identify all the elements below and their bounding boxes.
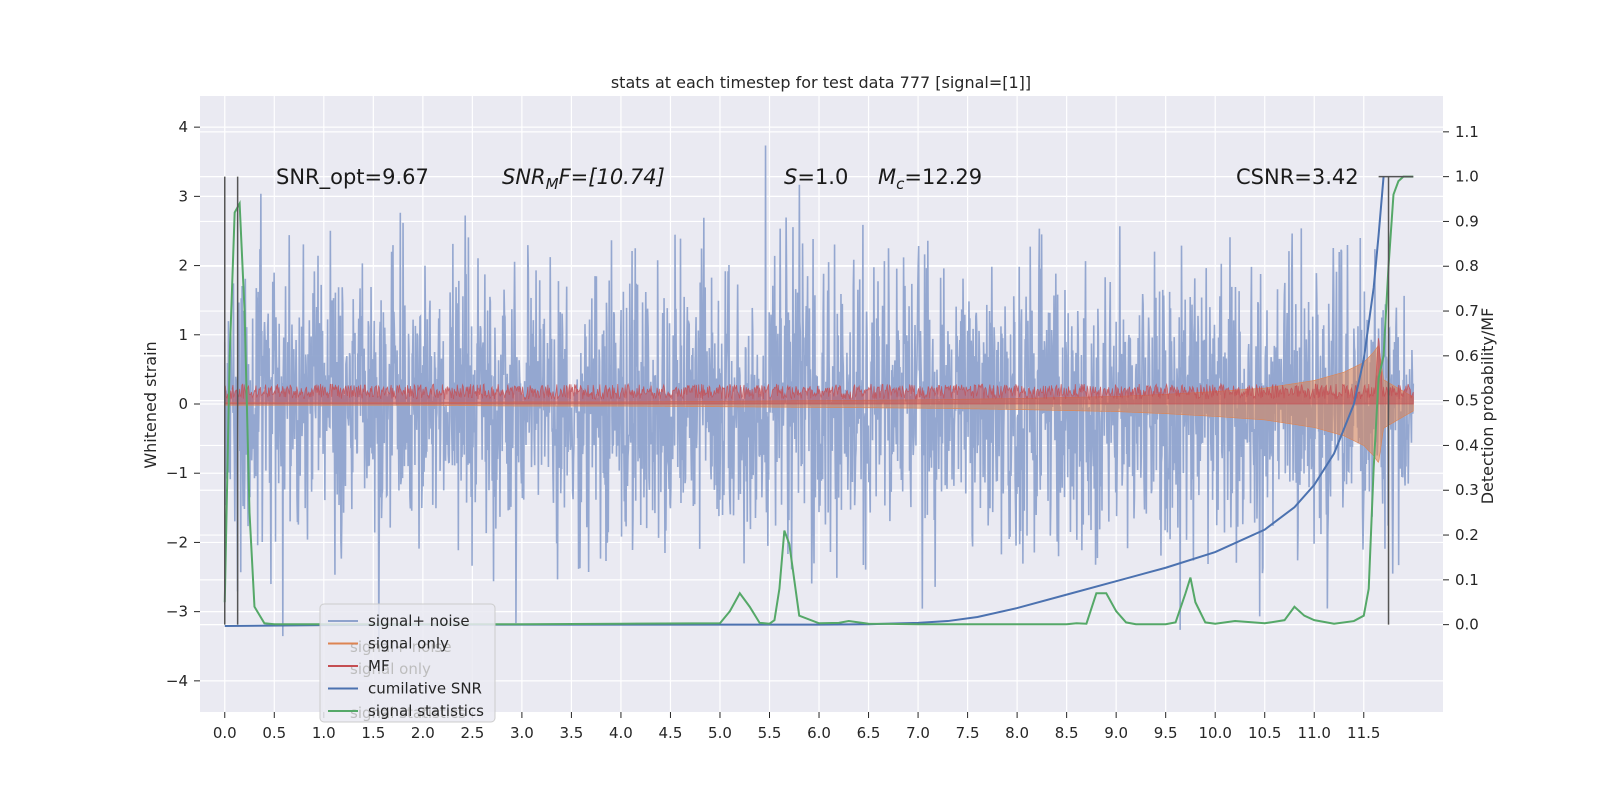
y2-tick-label: 0.2 — [1455, 526, 1479, 544]
x-tick-label: 1.0 — [312, 724, 336, 742]
s-prefix: S — [784, 165, 797, 189]
x-tick-label: 8.0 — [1005, 724, 1029, 742]
series-mf — [224, 338, 1414, 405]
annotation-csnr: CSNR=3.42 — [1236, 165, 1359, 189]
x-tick-label: 9.0 — [1104, 724, 1128, 742]
legend-label: MF — [368, 657, 390, 675]
x-tick-label: 7.5 — [956, 724, 980, 742]
x-tick-label: 4.5 — [659, 724, 683, 742]
y2-tick-label: 0.3 — [1455, 481, 1479, 499]
x-tick-label: 5.5 — [758, 724, 782, 742]
y2-tick-label: 0.8 — [1455, 257, 1479, 275]
y-tick-label: −4 — [166, 672, 188, 690]
y-tick-label: 4 — [178, 118, 188, 136]
x-tick-label: 3.0 — [510, 724, 534, 742]
y2-tick-label: 1.0 — [1455, 168, 1479, 186]
y2-tick-label: 0.9 — [1455, 212, 1479, 230]
x-tick-label: 6.5 — [857, 724, 881, 742]
annotation-snr-mf: SNRMF=[10.74] — [502, 165, 665, 193]
y-tick-label: −3 — [166, 603, 188, 621]
y-tick-label: 1 — [178, 326, 188, 344]
x-tick-label: 4.0 — [609, 724, 633, 742]
legend-ghost-label: signal statistics — [350, 704, 466, 722]
x-tick-label: 10.5 — [1248, 724, 1281, 742]
y2-tick-label: 0.7 — [1455, 302, 1479, 320]
x-tick-label: 10.0 — [1198, 724, 1231, 742]
y-tick-label: −2 — [166, 533, 188, 551]
x-tick-label: 5.0 — [708, 724, 732, 742]
snr-mf-suffix: F=[10.74] — [559, 165, 665, 189]
x-tick-label: 7.0 — [906, 724, 930, 742]
y-tick-label: 2 — [178, 257, 188, 275]
y-axis-label: Whitened strain — [141, 341, 160, 468]
y-tick-label: −1 — [166, 464, 188, 482]
x-tick-label: 3.5 — [559, 724, 583, 742]
x-tick-label: 9.5 — [1154, 724, 1178, 742]
mc-suffix: =12.29 — [904, 165, 982, 189]
chart-title: stats at each timestep for test data 777… — [611, 73, 1031, 92]
x-tick-label: 11.5 — [1347, 724, 1380, 742]
x-tick-label: 0.0 — [213, 724, 237, 742]
y2-tick-label: 0.6 — [1455, 347, 1479, 365]
x-tick-label: 11.0 — [1298, 724, 1331, 742]
axes: 0.0 0.5 1.0 1.5 2.0 2.5 3.0 3.5 4.0 4.5 5.0 5.5 6.0 6… — [166, 118, 1479, 742]
legend-box — [319, 603, 496, 723]
s-suffix: =1.0 — [797, 165, 848, 189]
legend-label: signal+ noise — [368, 612, 470, 630]
legend-ghost-label: signal only — [350, 660, 431, 678]
snr-mf-sub: M — [546, 175, 559, 193]
annotation-mc: Mc=12.29 — [878, 165, 982, 193]
annotation-s: S=1.0 — [784, 165, 848, 189]
mc-sub: c — [896, 175, 905, 193]
x-tick-label: 6.0 — [807, 724, 831, 742]
y2-axis-label: Detection probability/MF — [1478, 308, 1497, 505]
legend-label: signal statistics — [368, 702, 484, 720]
x-tick-label: 2.5 — [460, 724, 484, 742]
legend-label: signal only — [368, 635, 449, 653]
mc-prefix: M — [878, 165, 896, 189]
y-tick-label: 0 — [178, 395, 188, 413]
annotation-snr-opt: SNR_opt=9.67 — [276, 165, 429, 190]
y2-tick-label: 0.5 — [1455, 392, 1479, 410]
x-tick-label: 1.5 — [361, 724, 385, 742]
x-tick-label: 0.5 — [262, 724, 286, 742]
x-tick-label: 8.5 — [1055, 724, 1079, 742]
y2-tick-label: 0.0 — [1455, 616, 1479, 634]
x-tick-label: 2.0 — [411, 724, 435, 742]
y2-tick-label: 0.1 — [1455, 571, 1479, 589]
y-tick-label: 3 — [178, 187, 188, 205]
y2-tick-label: 1.1 — [1455, 123, 1479, 141]
legend-ghost-label: signal+ noise — [350, 638, 452, 656]
y2-tick-label: 0.4 — [1455, 436, 1479, 454]
legend-label: cumilative SNR — [368, 680, 482, 698]
marker-lines — [224, 175, 1414, 625]
snr-mf-prefix: SNR — [502, 165, 546, 189]
